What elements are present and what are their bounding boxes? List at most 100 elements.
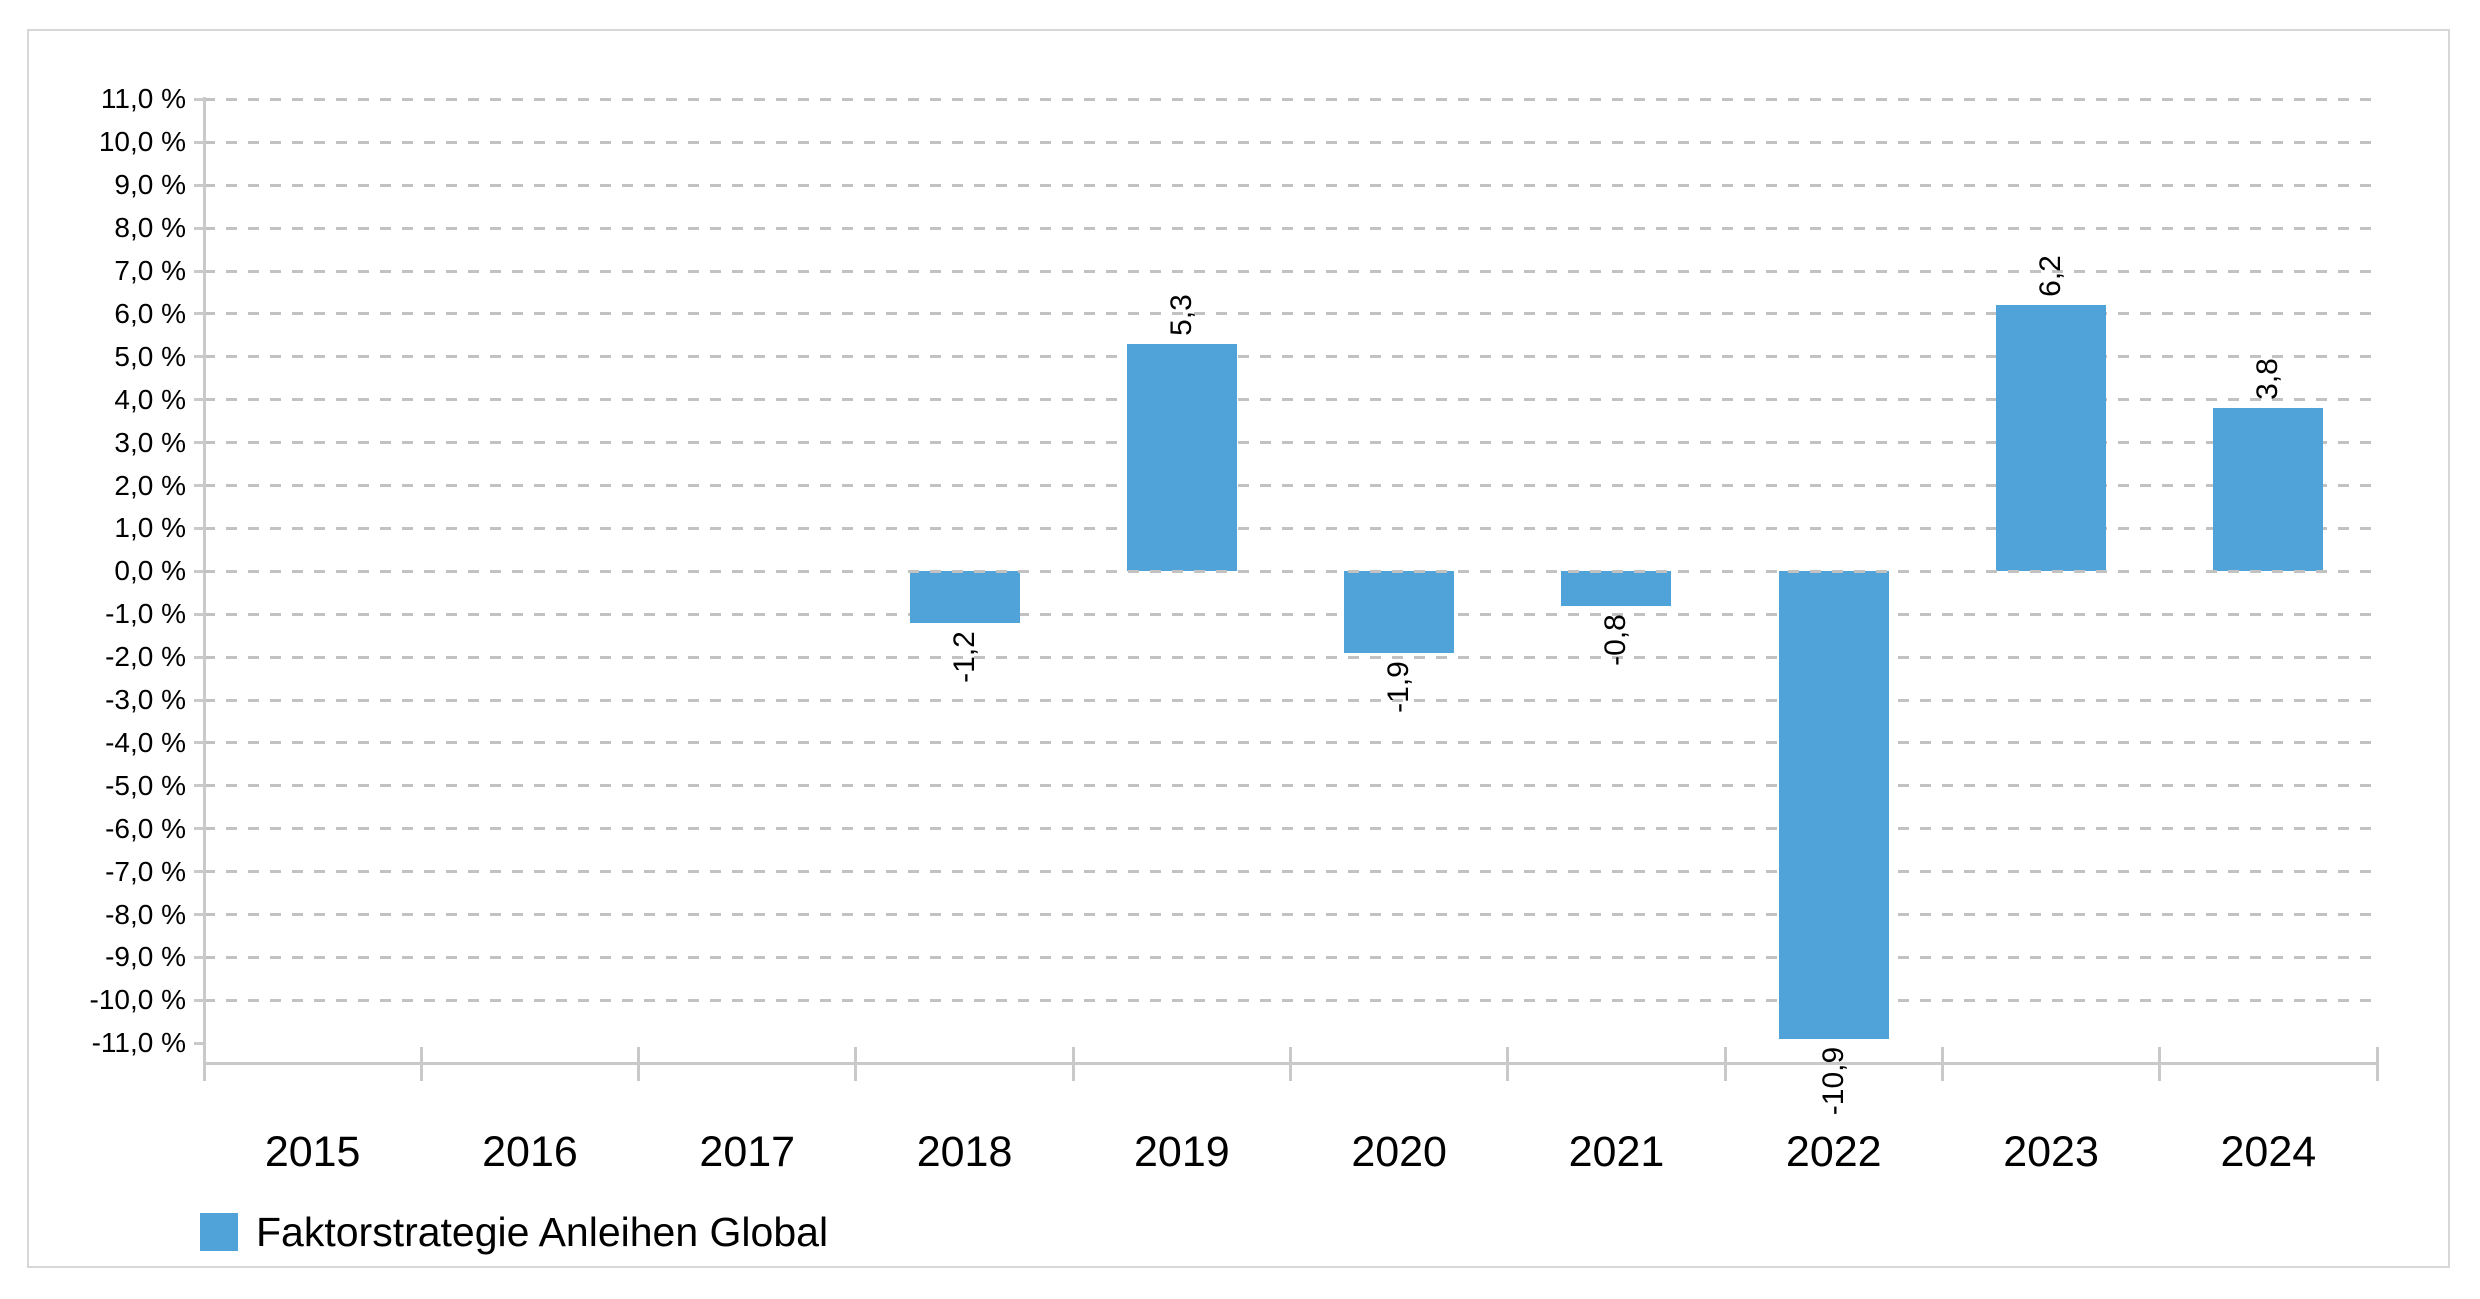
y-tick-mark — [194, 269, 206, 273]
y-tick-mark — [194, 183, 206, 187]
y-tick-label: 11,0 % — [100, 83, 186, 115]
x-category-label: 2016 — [482, 1128, 578, 1176]
y-tick-label: -5,0 % — [105, 769, 186, 801]
y-tick-label: -9,0 % — [105, 941, 186, 973]
x-category-label: 2024 — [2220, 1128, 2317, 1176]
y-tick-mark — [194, 484, 206, 487]
x-category-label: 2019 — [1134, 1128, 1230, 1176]
y-grid-line — [204, 312, 2377, 316]
bar-2022[interactable] — [1778, 571, 1889, 1039]
y-tick-mark — [194, 784, 206, 788]
y-tick-label: 2,0 % — [114, 469, 186, 501]
x-tick-mark — [419, 1047, 423, 1081]
bar-value-label: -10,9 — [1816, 1046, 1850, 1116]
x-tick-mark — [1071, 1047, 1075, 1081]
y-tick-mark — [194, 569, 206, 573]
x-category-label: 2021 — [1568, 1128, 1665, 1176]
bar-2021[interactable] — [1561, 571, 1672, 606]
y-grid-line — [204, 698, 2377, 702]
y-tick-label: 4,0 % — [114, 383, 186, 415]
x-tick-mark — [637, 1047, 641, 1081]
y-axis-line — [202, 97, 206, 1081]
y-tick-mark — [194, 955, 206, 959]
y-grid-line — [204, 355, 2377, 359]
bar-value-label: -1,9 — [1382, 660, 1416, 713]
y-tick-mark — [194, 655, 206, 659]
bar-2020[interactable] — [1344, 571, 1455, 653]
y-tick-label: -7,0 % — [105, 855, 186, 887]
y-tick-mark — [194, 226, 206, 230]
y-tick-mark — [194, 612, 206, 616]
legend-swatch — [200, 1213, 238, 1251]
y-tick-label: 10,0 % — [98, 126, 186, 158]
y-tick-label: 0,0 % — [114, 555, 186, 587]
y-grid-line — [204, 741, 2377, 745]
x-tick-mark — [1940, 1047, 1944, 1081]
y-tick-label: 3,0 % — [114, 426, 186, 458]
y-grid-line — [204, 398, 2377, 402]
x-category-label: 2022 — [1785, 1128, 1882, 1176]
y-grid-line — [204, 97, 2377, 101]
y-tick-mark — [194, 312, 206, 316]
y-tick-mark — [194, 1041, 206, 1045]
y-grid-line-zero — [204, 569, 2377, 573]
bar-2019[interactable] — [1126, 343, 1237, 572]
y-tick-mark — [194, 97, 206, 101]
y-grid-line — [204, 655, 2377, 659]
chart-panel — [27, 29, 2450, 1268]
y-tick-label: -10,0 % — [89, 984, 187, 1016]
x-tick-mark — [2158, 1047, 2162, 1081]
y-tick-label: -6,0 % — [105, 812, 186, 844]
x-tick-mark — [854, 1047, 858, 1081]
y-grid-line — [204, 784, 2377, 788]
y-grid-line — [204, 870, 2377, 874]
bar-2018[interactable] — [909, 571, 1020, 623]
bar-2023[interactable] — [1996, 305, 2107, 572]
legend-item[interactable]: Faktorstrategie Anleihen Global — [200, 1208, 828, 1256]
y-tick-label: -3,0 % — [105, 684, 186, 715]
y-grid-line — [204, 913, 2377, 916]
bar-value-label: 5,3 — [1164, 294, 1198, 336]
bar-value-label: -1,2 — [947, 630, 981, 683]
x-category-label: 2017 — [699, 1128, 796, 1176]
y-grid-line — [204, 827, 2377, 831]
x-category-label: 2023 — [2003, 1128, 2099, 1176]
y-tick-label: 1,0 % — [114, 512, 186, 544]
y-grid-line — [204, 269, 2377, 273]
y-tick-label: -4,0 % — [105, 726, 186, 758]
x-category-label: 2018 — [916, 1128, 1013, 1176]
y-grid-line — [204, 226, 2377, 230]
y-grid-line — [204, 183, 2377, 187]
y-grid-line — [204, 998, 2377, 1002]
x-category-label: 2020 — [1351, 1128, 1447, 1176]
bar-value-label: -0,8 — [1599, 613, 1633, 666]
y-tick-mark — [194, 140, 206, 144]
y-tick-label: 9,0 % — [114, 169, 186, 201]
y-tick-label: 7,0 % — [114, 255, 186, 286]
y-grid-line — [204, 484, 2377, 487]
y-tick-mark — [194, 827, 206, 831]
y-grid-line — [204, 955, 2377, 959]
x-tick-mark — [2375, 1047, 2379, 1081]
y-tick-mark — [194, 441, 206, 445]
y-grid-line — [204, 441, 2377, 445]
y-tick-label: 6,0 % — [114, 297, 186, 329]
x-tick-mark — [1289, 1047, 1292, 1081]
y-tick-mark — [194, 526, 206, 530]
y-tick-mark — [194, 398, 206, 402]
y-tick-mark — [194, 870, 206, 874]
y-tick-label: -8,0 % — [105, 898, 186, 930]
y-tick-mark — [194, 741, 206, 745]
y-tick-label: -2,0 % — [105, 641, 186, 673]
bar-2024[interactable] — [2213, 408, 2324, 572]
y-tick-label: 8,0 % — [114, 212, 186, 244]
x-tick-mark — [1723, 1047, 1727, 1081]
y-tick-mark — [194, 698, 206, 702]
y-tick-mark — [194, 355, 206, 359]
y-grid-line — [204, 140, 2377, 144]
legend-label: Faktorstrategie Anleihen Global — [256, 1209, 829, 1255]
y-tick-label: -1,0 % — [105, 598, 186, 630]
y-tick-mark — [194, 913, 206, 916]
y-tick-mark — [194, 998, 206, 1002]
